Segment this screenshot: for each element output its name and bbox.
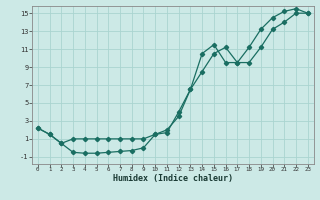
X-axis label: Humidex (Indice chaleur): Humidex (Indice chaleur) (113, 174, 233, 183)
